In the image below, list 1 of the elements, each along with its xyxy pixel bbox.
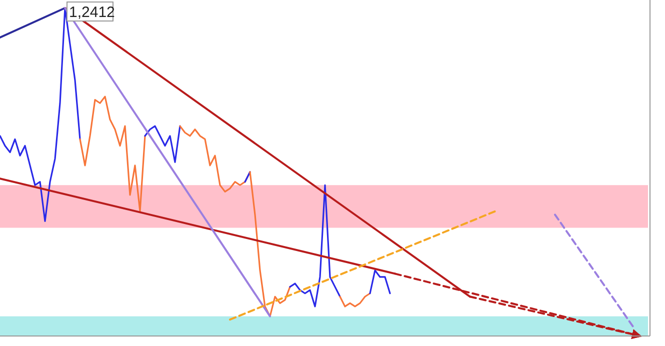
annotation: 1,2412 — [69, 4, 115, 21]
